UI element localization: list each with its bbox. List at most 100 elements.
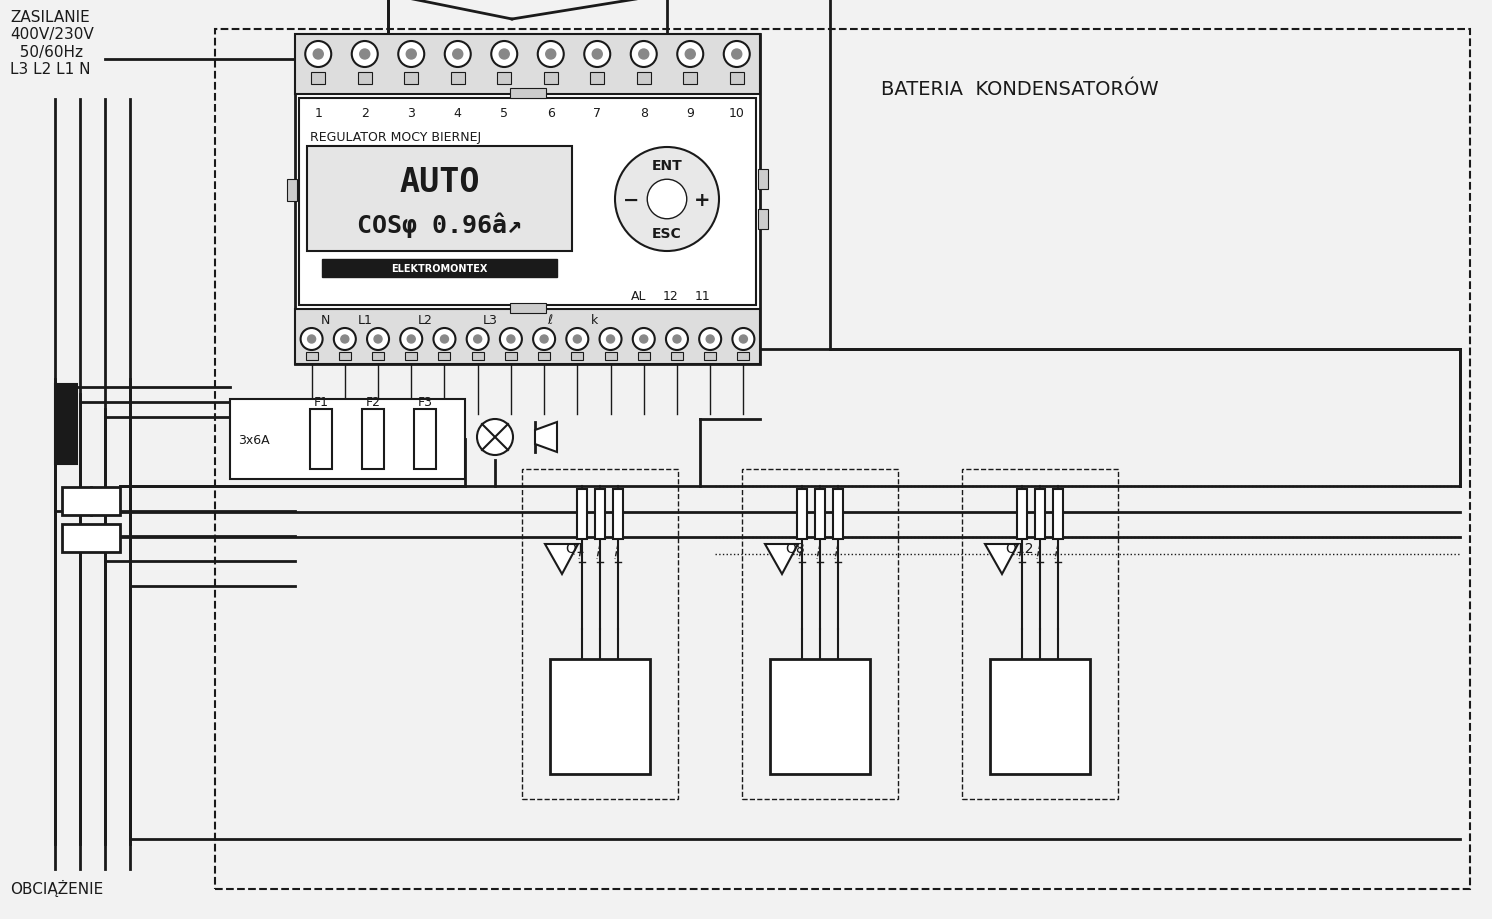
Circle shape — [400, 329, 422, 351]
Bar — [358, 73, 372, 85]
Circle shape — [360, 50, 370, 60]
Circle shape — [585, 42, 610, 68]
Circle shape — [673, 335, 680, 344]
Circle shape — [615, 148, 719, 252]
Circle shape — [407, 335, 415, 344]
Text: 2: 2 — [361, 107, 369, 119]
Circle shape — [491, 42, 518, 68]
Circle shape — [473, 335, 482, 344]
Text: N: N — [321, 313, 330, 326]
Text: k: k — [591, 313, 598, 326]
Bar — [737, 353, 749, 360]
Text: REGULATOR MOCY BIERNEJ: REGULATOR MOCY BIERNEJ — [310, 130, 480, 143]
Polygon shape — [536, 423, 557, 452]
Bar — [551, 659, 651, 774]
Circle shape — [440, 335, 449, 344]
Circle shape — [533, 329, 555, 351]
Text: Q1: Q1 — [565, 540, 585, 554]
Bar — [758, 170, 768, 190]
Bar — [613, 490, 624, 539]
Circle shape — [500, 329, 522, 351]
Bar — [604, 353, 616, 360]
Text: 9: 9 — [686, 107, 694, 119]
Bar — [742, 470, 898, 800]
Circle shape — [367, 329, 389, 351]
Bar — [637, 353, 649, 360]
Bar — [509, 89, 546, 99]
Bar — [671, 353, 683, 360]
Text: Q8: Q8 — [785, 540, 804, 554]
Circle shape — [648, 180, 686, 220]
Bar — [55, 384, 78, 464]
Bar — [230, 400, 466, 480]
Circle shape — [306, 42, 331, 68]
Bar — [962, 470, 1118, 800]
Text: 8: 8 — [640, 107, 648, 119]
Circle shape — [567, 329, 588, 351]
Bar — [571, 353, 583, 360]
Text: OBCIĄŻENIE: OBCIĄŻENIE — [10, 879, 103, 896]
Bar — [595, 490, 604, 539]
Text: 11: 11 — [695, 289, 710, 302]
Circle shape — [731, 50, 742, 60]
Bar — [522, 470, 677, 800]
Circle shape — [685, 50, 695, 60]
Bar — [730, 73, 743, 85]
Circle shape — [500, 50, 509, 60]
Bar — [63, 487, 119, 516]
Circle shape — [573, 335, 582, 344]
Circle shape — [700, 329, 721, 351]
Text: AL: AL — [631, 289, 646, 302]
Bar — [286, 180, 297, 202]
Text: 12: 12 — [662, 289, 679, 302]
Circle shape — [445, 42, 471, 68]
Bar — [306, 353, 318, 360]
Text: ESC: ESC — [652, 227, 682, 241]
Circle shape — [477, 420, 513, 456]
Circle shape — [733, 329, 755, 351]
Text: F2: F2 — [366, 395, 380, 408]
Bar — [539, 353, 551, 360]
Circle shape — [334, 329, 355, 351]
Circle shape — [540, 335, 548, 344]
Bar — [439, 353, 451, 360]
Text: ZASILANIE
400V/230V
  50/60Hz
L3 L2 L1 N: ZASILANIE 400V/230V 50/60Hz L3 L2 L1 N — [10, 10, 94, 77]
Circle shape — [374, 335, 382, 344]
Polygon shape — [985, 544, 1018, 574]
Bar — [637, 73, 651, 85]
Text: 10: 10 — [728, 107, 745, 119]
Bar — [683, 73, 697, 85]
Circle shape — [677, 42, 703, 68]
Text: Q12: Q12 — [1006, 540, 1034, 554]
Text: 7: 7 — [594, 107, 601, 119]
Bar — [307, 147, 571, 252]
Circle shape — [467, 329, 489, 351]
Text: AUTO: AUTO — [400, 165, 480, 199]
Bar — [543, 73, 558, 85]
Circle shape — [398, 42, 424, 68]
Circle shape — [546, 50, 555, 60]
Circle shape — [706, 335, 715, 344]
Text: +: + — [694, 190, 710, 210]
Bar — [339, 353, 351, 360]
Bar — [509, 303, 546, 313]
Text: F1: F1 — [313, 395, 328, 408]
Bar — [295, 310, 759, 365]
Circle shape — [740, 335, 747, 344]
Bar — [372, 353, 383, 360]
Circle shape — [724, 42, 750, 68]
Text: 6: 6 — [546, 107, 555, 119]
Circle shape — [600, 329, 622, 351]
Bar — [295, 35, 759, 95]
Bar — [312, 73, 325, 85]
Text: L1: L1 — [358, 313, 373, 326]
Circle shape — [639, 50, 649, 60]
Bar — [797, 490, 807, 539]
Bar — [1035, 490, 1044, 539]
Text: 3x6A: 3x6A — [239, 433, 270, 446]
Text: ℓ: ℓ — [548, 313, 552, 326]
Bar — [322, 260, 557, 278]
Bar — [577, 490, 586, 539]
Text: 5: 5 — [500, 107, 509, 119]
Bar — [63, 525, 119, 552]
